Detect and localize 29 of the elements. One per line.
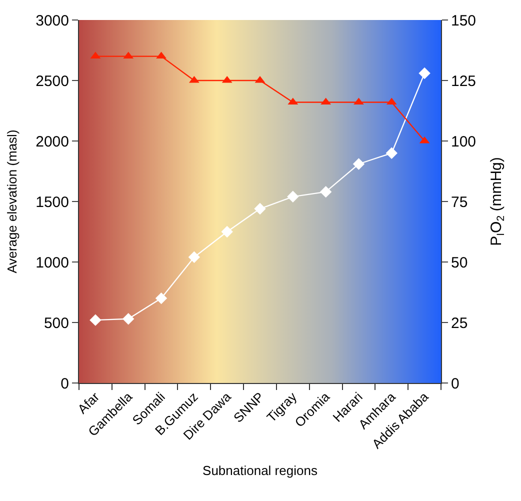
y-tick-label: 1500 [36, 194, 69, 211]
y2-tick-label: 150 [451, 12, 476, 30]
y-tick-label: 1000 [36, 254, 69, 272]
y-tick-label: 2500 [36, 72, 69, 90]
y2-tick-label: 100 [451, 133, 476, 150]
y2-tick-label: 25 [451, 314, 468, 332]
y-tick-label: 3000 [36, 12, 69, 30]
point [418, 67, 430, 80]
point [287, 190, 299, 203]
point [254, 202, 266, 215]
point [155, 292, 168, 304]
x-axis-title: Subnational regions [202, 463, 318, 478]
point [122, 313, 134, 325]
y-axis-title: Average elevation (masl) [4, 130, 20, 274]
point [90, 314, 102, 326]
point [386, 147, 398, 159]
y2-tick-label: 0 [451, 375, 460, 392]
y2-tick-label: 50 [451, 254, 468, 272]
y2-tick-label: 125 [451, 72, 476, 90]
point [188, 251, 200, 264]
y-tick-label: 2000 [36, 133, 69, 150]
y-tick-label: 0 [60, 375, 69, 392]
point [320, 186, 332, 198]
y2-tick-label: 75 [451, 194, 468, 211]
point [221, 226, 233, 238]
point [156, 52, 166, 59]
point [354, 98, 364, 105]
point [352, 158, 365, 170]
y-tick-label: 500 [44, 314, 69, 332]
